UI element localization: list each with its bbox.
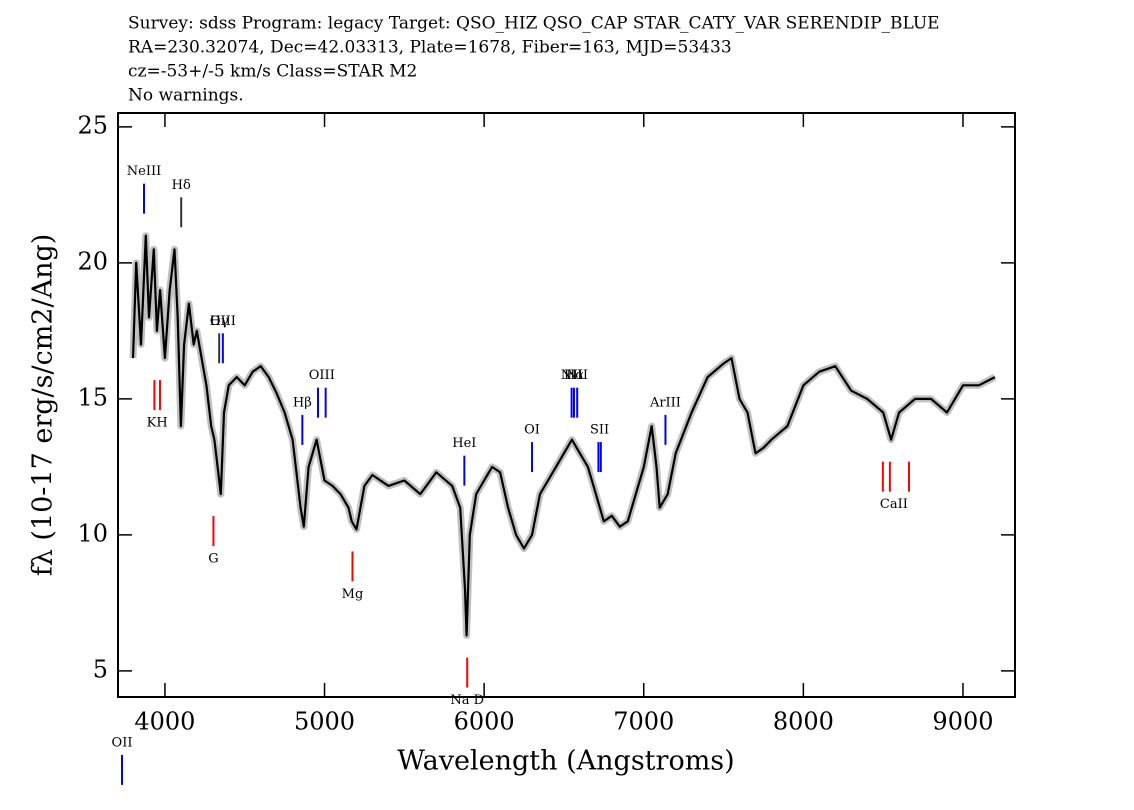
line-label: ArIII [649, 395, 681, 410]
x-tick-label: 5000 [294, 708, 355, 736]
y-axis-label: fλ (10-17 erg/s/cm2/Ang) [28, 234, 59, 577]
x-tick-label: 4000 [134, 708, 195, 736]
header-line: cz=-53+/-5 km/s Class=STAR M2 [128, 62, 417, 82]
line-label: Hβ [293, 395, 312, 410]
line-label: SII [590, 423, 609, 438]
x-tick-label: 9000 [932, 708, 993, 736]
x-tick-label: 6000 [454, 708, 515, 736]
y-tick-label: 20 [77, 247, 108, 275]
header-line: RA=230.32074, Dec=42.03313, Plate=1678, … [128, 38, 732, 58]
line-label: OII [112, 735, 133, 750]
line-label: Na D [450, 693, 484, 708]
line-label: NeIII [127, 164, 161, 179]
line-label: NII [566, 368, 588, 383]
x-tick-label: 7000 [613, 708, 674, 736]
line-label: NII [561, 368, 583, 383]
y-tick-label: 10 [77, 519, 108, 547]
spectrum-line [131, 234, 996, 637]
line-label: HeI [452, 436, 476, 451]
spectrum-noise [129, 232, 997, 639]
line-label: Hα [564, 368, 584, 383]
header-line: No warnings. [128, 86, 244, 106]
y-tick-label: 25 [77, 111, 108, 139]
line-label: OIII [210, 314, 236, 329]
line-label: Hδ [172, 178, 191, 193]
x-tick-label: 8000 [773, 708, 834, 736]
y-tick-label: 15 [77, 383, 108, 411]
line-label: Hγ [210, 314, 229, 329]
plot-frame [117, 112, 1016, 698]
line-label: G [208, 552, 218, 567]
line-label: Mg [342, 587, 364, 602]
header-line: Survey: sdss Program: legacy Target: QSO… [128, 14, 940, 34]
line-label: OIII [309, 368, 335, 383]
line-label: OI [524, 423, 540, 438]
line-label: CaII [880, 497, 908, 512]
line-label: KH [147, 416, 168, 431]
y-tick-label: 5 [93, 655, 108, 683]
x-axis-label: Wavelength (Angstroms) [397, 746, 734, 777]
